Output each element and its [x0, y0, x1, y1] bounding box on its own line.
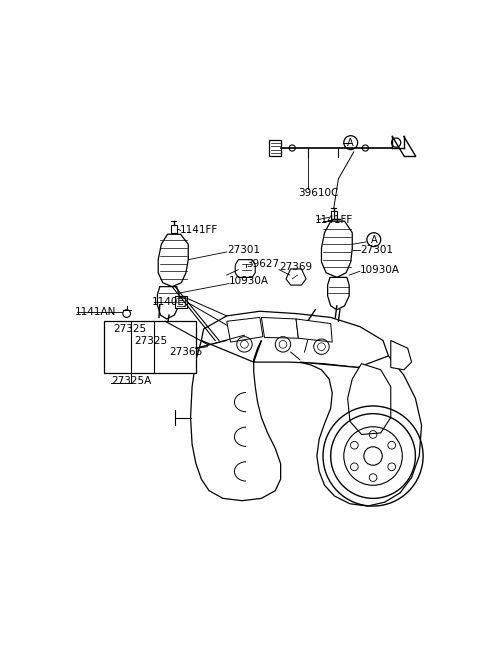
Polygon shape — [175, 296, 187, 308]
Polygon shape — [331, 211, 337, 219]
Text: 27325: 27325 — [114, 324, 147, 334]
Polygon shape — [235, 260, 255, 277]
Text: 27369: 27369 — [279, 262, 312, 272]
Polygon shape — [348, 363, 391, 434]
Polygon shape — [262, 318, 299, 338]
Text: 27301: 27301 — [360, 245, 393, 255]
Polygon shape — [158, 234, 188, 287]
Polygon shape — [300, 356, 421, 506]
Text: 39610C: 39610C — [299, 188, 339, 197]
Text: 39627: 39627 — [246, 258, 279, 268]
Text: 10930A: 10930A — [360, 264, 400, 275]
Text: 27325: 27325 — [134, 335, 168, 346]
Polygon shape — [269, 140, 281, 155]
Text: A: A — [371, 235, 377, 245]
Text: A: A — [348, 138, 354, 148]
Polygon shape — [104, 321, 196, 373]
Text: 1141FF: 1141FF — [180, 226, 218, 236]
Text: 1141FF: 1141FF — [315, 215, 354, 224]
Polygon shape — [296, 319, 332, 342]
Text: 1141AN: 1141AN — [75, 307, 117, 317]
Text: 27366: 27366 — [169, 347, 202, 357]
Text: 27301: 27301 — [227, 245, 260, 255]
Polygon shape — [227, 318, 263, 342]
Polygon shape — [157, 287, 179, 319]
Polygon shape — [322, 221, 352, 277]
Text: 10930A: 10930A — [229, 276, 269, 286]
Polygon shape — [391, 340, 411, 370]
Polygon shape — [328, 277, 349, 310]
Polygon shape — [286, 269, 306, 285]
Polygon shape — [170, 225, 177, 233]
Text: 1140EJ: 1140EJ — [152, 297, 188, 307]
Text: 27325A: 27325A — [111, 377, 152, 386]
Polygon shape — [191, 340, 281, 501]
Polygon shape — [201, 311, 388, 367]
